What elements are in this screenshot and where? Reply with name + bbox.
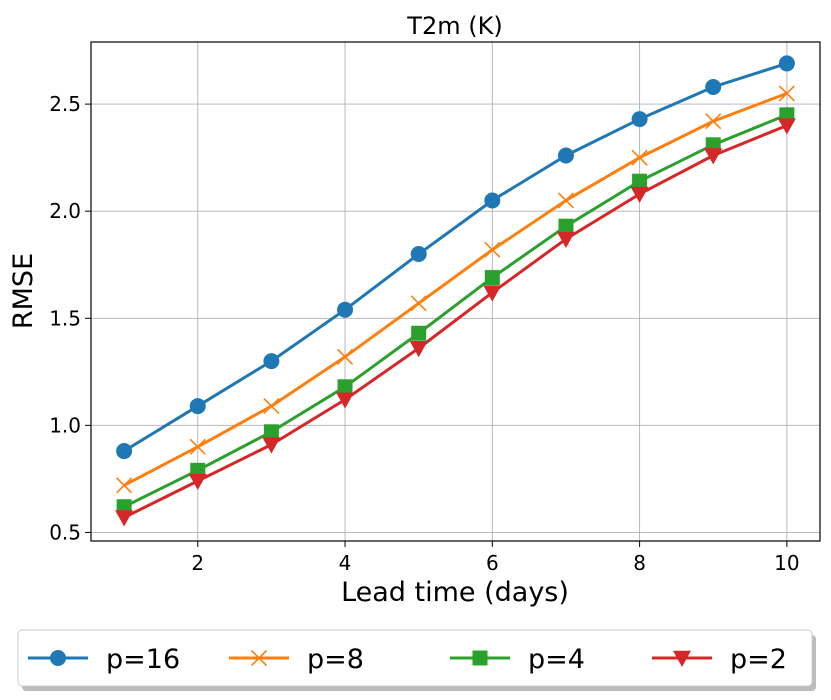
data-point-p=2-3 bbox=[262, 437, 281, 454]
legend: p=16 p=8 p=4 p=2 bbox=[17, 629, 816, 691]
legend-item-p=16: p=16 bbox=[28, 644, 180, 675]
data-point-p=2-7 bbox=[556, 231, 575, 249]
data-point-p=4-5 bbox=[411, 325, 427, 341]
data-point-p=2-5 bbox=[409, 341, 428, 358]
data-point-p=8-10 bbox=[778, 85, 795, 102]
data-point-p=8-7 bbox=[557, 192, 575, 209]
x-tick-label-2: 6 bbox=[486, 551, 499, 575]
data-point-p=8-1 bbox=[116, 477, 133, 494]
data-point-p=4-3 bbox=[263, 424, 279, 440]
series-p=2 bbox=[115, 118, 796, 527]
legend-label-p=2: p=2 bbox=[730, 644, 787, 675]
y-tick-label-0: 0.5 bbox=[49, 520, 81, 544]
data-point-p=16-3 bbox=[263, 353, 280, 370]
data-point-p=8-8 bbox=[631, 149, 648, 166]
data-point-p=2-9 bbox=[704, 148, 723, 165]
y-tick-label-1: 1.0 bbox=[49, 413, 81, 437]
series-p=4 bbox=[116, 107, 795, 515]
y-tick-label-2: 1.5 bbox=[49, 306, 81, 330]
x-tick-label-3: 8 bbox=[633, 551, 646, 575]
data-point-p=16-6 bbox=[484, 192, 501, 209]
x-tick-label-1: 4 bbox=[339, 551, 352, 575]
data-point-p=2-2 bbox=[188, 473, 207, 491]
data-point-p=4-7 bbox=[558, 218, 574, 234]
legend-items: p=16 p=8 p=4 p=2 bbox=[28, 644, 787, 675]
data-point-p=16-1 bbox=[116, 443, 133, 460]
legend-marker-p=2 bbox=[673, 650, 691, 667]
legend-label-p=8: p=8 bbox=[307, 644, 364, 675]
y-tick-label-4: 2.5 bbox=[49, 92, 81, 116]
ticks-layer: 2 4 6 8 10 0.5 1.0 1.5 2.0 2.5 bbox=[49, 92, 799, 575]
legend-item-p=4: p=4 bbox=[450, 644, 585, 675]
legend-marker-p=4 bbox=[472, 650, 488, 666]
y-tick-label-3: 2.0 bbox=[49, 199, 81, 223]
series-line-p=8 bbox=[122, 91, 789, 487]
data-point-p=2-6 bbox=[483, 285, 502, 302]
plot-frame bbox=[90, 41, 821, 542]
data-point-p=16-8 bbox=[631, 111, 648, 128]
data-point-p=2-8 bbox=[630, 186, 649, 204]
data-point-p=2-1 bbox=[115, 510, 134, 527]
chart-title: T2m (K) bbox=[406, 12, 502, 40]
series-line-p=16 bbox=[122, 61, 789, 453]
data-point-p=8-9 bbox=[705, 113, 722, 130]
series-line-p=2 bbox=[122, 124, 789, 519]
data-point-p=2-10 bbox=[777, 118, 796, 135]
data-point-p=2-4 bbox=[336, 392, 355, 409]
data-point-p=8-4 bbox=[336, 348, 354, 365]
series-p=16 bbox=[116, 55, 795, 460]
x-axis-label: Lead time (days) bbox=[341, 577, 569, 608]
data-point-p=4-4 bbox=[337, 379, 353, 395]
y-axis-label: RMSE bbox=[8, 253, 39, 329]
data-point-p=8-3 bbox=[263, 398, 280, 415]
series-p=8 bbox=[116, 85, 795, 494]
data-point-p=16-5 bbox=[410, 246, 427, 263]
data-point-p=8-2 bbox=[189, 438, 206, 455]
data-point-p=8-5 bbox=[410, 295, 427, 312]
data-point-p=16-4 bbox=[337, 301, 354, 318]
data-point-p=16-9 bbox=[705, 78, 722, 95]
x-tick-label-4: 10 bbox=[774, 551, 799, 575]
legend-item-p=2: p=2 bbox=[652, 644, 787, 675]
data-point-p=4-6 bbox=[484, 270, 500, 286]
data-point-p=4-8 bbox=[632, 173, 648, 189]
series-line-p=4 bbox=[122, 113, 789, 509]
legend-label-p=16: p=16 bbox=[106, 644, 180, 675]
legend-marker-p=8 bbox=[250, 649, 268, 667]
data-point-p=16-2 bbox=[189, 398, 206, 415]
series-layer bbox=[115, 55, 796, 527]
legend-label-p=4: p=4 bbox=[528, 644, 585, 675]
x-tick-label-0: 2 bbox=[191, 551, 204, 575]
legend-marker-p=16 bbox=[50, 650, 66, 666]
data-point-p=16-10 bbox=[778, 55, 795, 72]
data-point-p=8-6 bbox=[484, 241, 501, 258]
data-point-p=16-7 bbox=[557, 147, 574, 164]
grid-layer bbox=[91, 42, 820, 541]
legend-box bbox=[17, 629, 813, 687]
legend-item-p=8: p=8 bbox=[229, 644, 364, 675]
